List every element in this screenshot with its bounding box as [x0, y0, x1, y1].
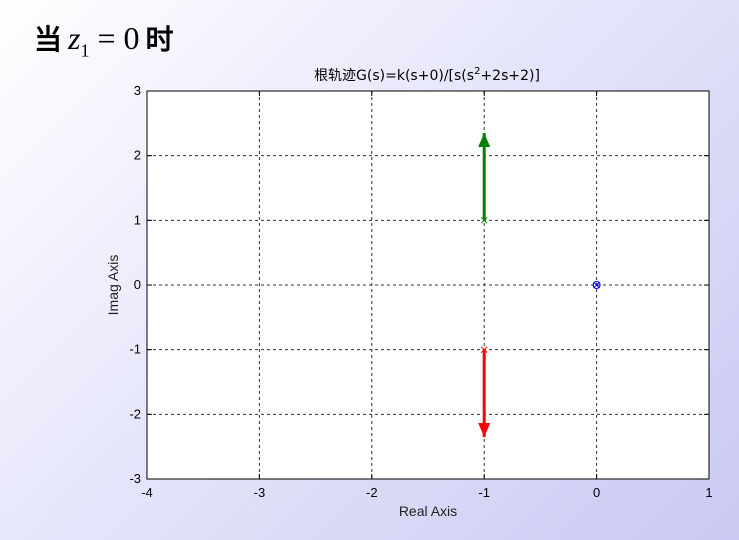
chart-title: 根轨迹G(s)=k(s+0)/[s(s2+2s+2)]: [314, 66, 540, 84]
y-tick-label: 1: [134, 212, 141, 227]
series: [478, 133, 491, 437]
markers: [480, 216, 601, 354]
heading-variable: z: [68, 20, 81, 56]
pole-marker: [593, 281, 600, 289]
x-tick-label: -1: [478, 485, 490, 500]
locus-arrow-2: [478, 422, 491, 437]
y-tick-label: -3: [129, 471, 141, 486]
heading-prefix: 当: [34, 23, 63, 56]
heading-equals: = 0: [97, 20, 140, 56]
x-tick-label: 0: [593, 485, 600, 500]
chart-title-prefix: 根轨迹G(s)=k(s+0)/[s(s: [314, 68, 474, 84]
y-tick-label: -2: [129, 406, 141, 421]
pole-marker: [480, 216, 488, 224]
chart-title-superscript: 2: [474, 66, 480, 77]
y-tick-label: 2: [134, 148, 141, 163]
zero-marker: [592, 281, 601, 289]
y-tick-label: -1: [129, 342, 141, 357]
heading-subscript: 1: [80, 40, 90, 61]
locus-arrow-1: [478, 133, 491, 148]
heading-suffix: 时: [145, 23, 174, 56]
x-tick-label: -2: [366, 485, 378, 500]
x-tick-label: 1: [705, 485, 712, 500]
x-tick-label: -3: [254, 485, 266, 500]
pole-marker: [480, 346, 488, 354]
chart-title-suffix: +2s+2)]: [480, 68, 540, 84]
y-tick-label: 3: [134, 83, 141, 98]
x-axis-label: Real Axis: [399, 503, 457, 519]
y-axis-label: Imag Axis: [105, 255, 121, 316]
y-tick-label: 0: [134, 277, 141, 292]
x-tick-label: -4: [141, 485, 153, 500]
heading-math: z1 = 0: [68, 20, 140, 60]
